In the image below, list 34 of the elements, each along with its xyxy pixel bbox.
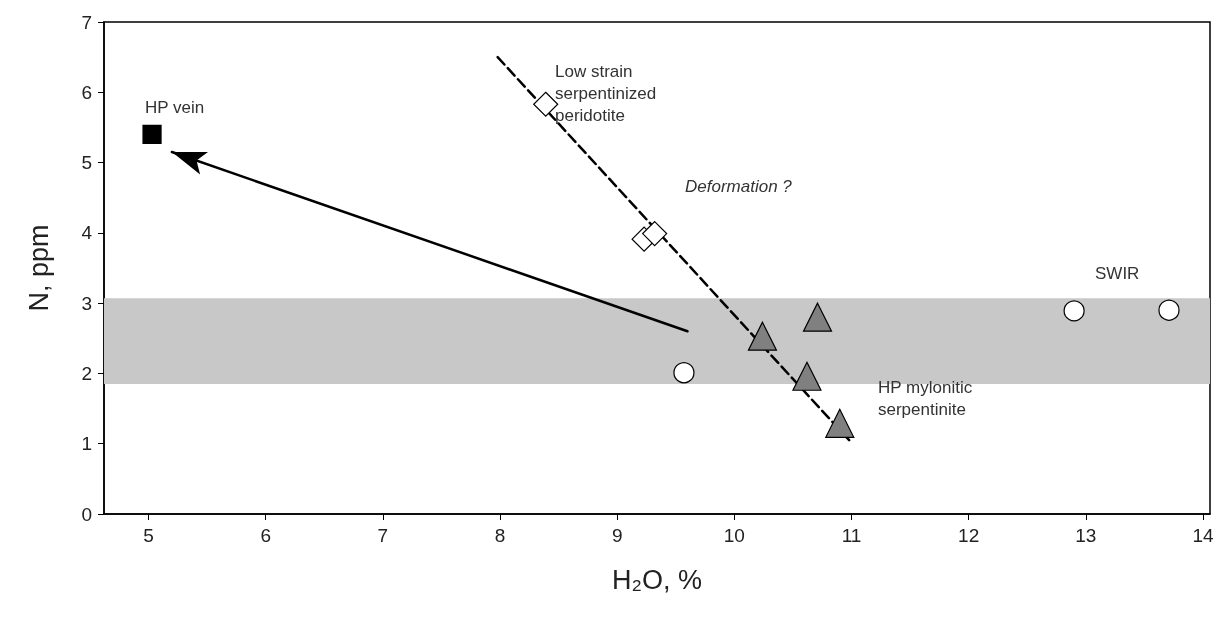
y-tick-label: 0 [81, 503, 92, 525]
x-tick-label: 13 [1075, 525, 1097, 546]
x-tick-label: 7 [377, 525, 389, 546]
point [1063, 300, 1085, 322]
x-tick-label: 11 [841, 525, 862, 546]
x-tick-label: 8 [494, 525, 506, 546]
x-tick-label: 5 [143, 525, 154, 546]
y-tick-label: 2 [81, 362, 92, 384]
point [792, 361, 822, 391]
point [825, 408, 855, 438]
point [673, 362, 695, 384]
x-axis-title: H₂O, % [612, 564, 702, 595]
y-tick-label: 7 [81, 11, 92, 33]
point [747, 321, 778, 351]
y-axis-title: N, ppm [23, 224, 54, 312]
point [802, 302, 833, 332]
annotation: Low strain serpentinized peridotite [555, 61, 657, 125]
y-tick-label: 1 [81, 433, 92, 455]
y-tick-label: 6 [81, 81, 92, 103]
x-tick-label: 12 [958, 525, 980, 546]
annotation: HP vein [145, 97, 205, 117]
x-tick-label: 14 [1192, 525, 1214, 546]
point [142, 124, 162, 145]
x-tick-label: 9 [611, 525, 623, 546]
y-tick-label: 5 [81, 152, 92, 174]
x-tick-label: 6 [260, 525, 271, 546]
y-tick-label: 4 [81, 222, 93, 244]
annotation: SWIR [1095, 263, 1140, 283]
y-tick-label: 3 [81, 292, 92, 314]
point [1158, 299, 1180, 321]
annotation: HP mylonitic serpentinite [878, 377, 973, 419]
annotation: Deformation ? [685, 176, 793, 196]
point [642, 220, 668, 247]
x-tick-label: 10 [723, 525, 745, 546]
